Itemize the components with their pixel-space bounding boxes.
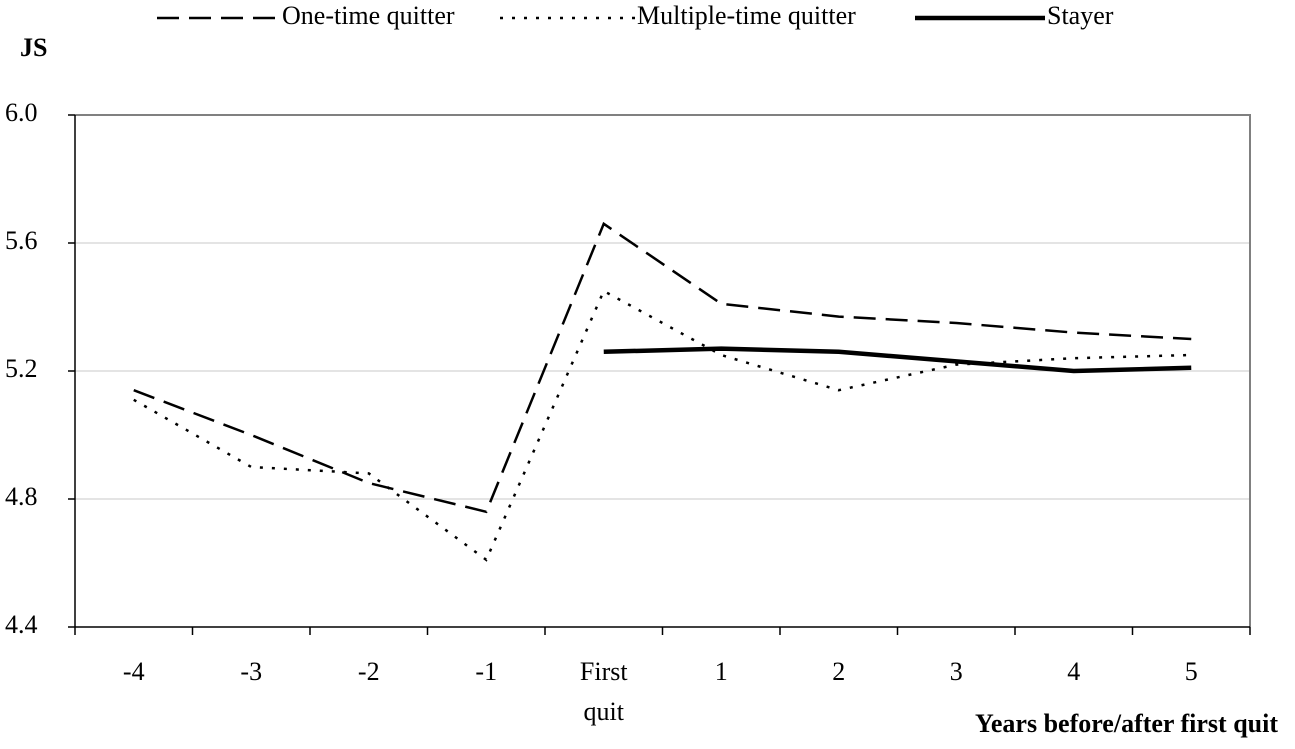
x-tick-label: -2 [358,657,380,686]
plot-frame [75,114,1251,627]
x-tick-label: -4 [123,657,145,686]
x-tick-label: First quit [580,657,628,726]
legend-label: Stayer [1047,1,1114,30]
x-tick-label: 5 [1185,657,1198,686]
y-tick-label: 4.8 [5,482,38,511]
x-tick-label: -1 [475,657,497,686]
y-tick-label: 4.4 [5,610,38,639]
x-axis-label: Years before/after first quit [975,709,1278,738]
legend-label: One-time quitter [282,1,455,30]
x-tick-label: 2 [832,657,845,686]
series-line [603,346,1192,374]
x-tick-label: 3 [950,657,963,686]
x-tick-label: 4 [1067,657,1080,686]
y-tick-label: 6.0 [5,98,38,127]
y-tick-label: 5.2 [5,354,38,383]
series-line [133,221,1192,514]
legend-label: Multiple-time quitter [637,1,856,30]
y-axis-label: JS [20,33,47,62]
series-line [133,289,1192,562]
y-tick-label: 5.6 [5,226,38,255]
x-tick-label: 1 [715,657,728,686]
x-tick-label: -3 [240,657,262,686]
